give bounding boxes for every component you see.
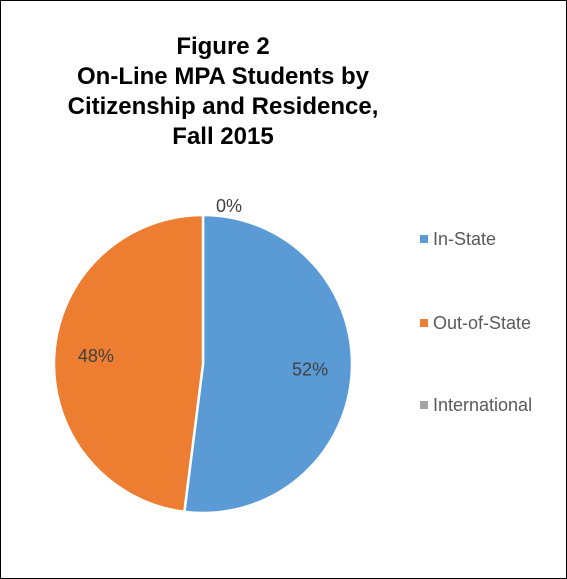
legend-swatch-in-state (420, 235, 428, 244)
legend-item-international: International (420, 394, 532, 416)
data-label-out-of-state: 48% (78, 346, 114, 366)
chart-title-line-1: Figure 2 (176, 33, 270, 60)
legend-label-international: International (433, 395, 533, 415)
pie-slice-out-of-state (52, 213, 205, 514)
chart-title-line-3: Citizenship and Residence, (67, 93, 379, 120)
data-label-in-state: 52% (292, 359, 328, 379)
legend-swatch-international (420, 401, 428, 410)
chart-title: Figure 2 On-Line MPA Students by Citizen… (18, 32, 428, 152)
chart-title-line-2: On-Line MPA Students by (77, 63, 369, 90)
legend-item-in-state: In-State (420, 228, 496, 250)
legend-label-in-state: In-State (433, 229, 497, 249)
legend-item-out-of-state: Out-of-State (420, 312, 531, 334)
legend-swatch-out-of-state (420, 319, 428, 328)
legend-label-out-of-state: Out-of-State (433, 313, 532, 333)
pie-slice-in-state (183, 213, 354, 515)
data-label-international: 0% (216, 196, 242, 216)
chart-title-line-4: Fall 2015 (172, 123, 274, 150)
